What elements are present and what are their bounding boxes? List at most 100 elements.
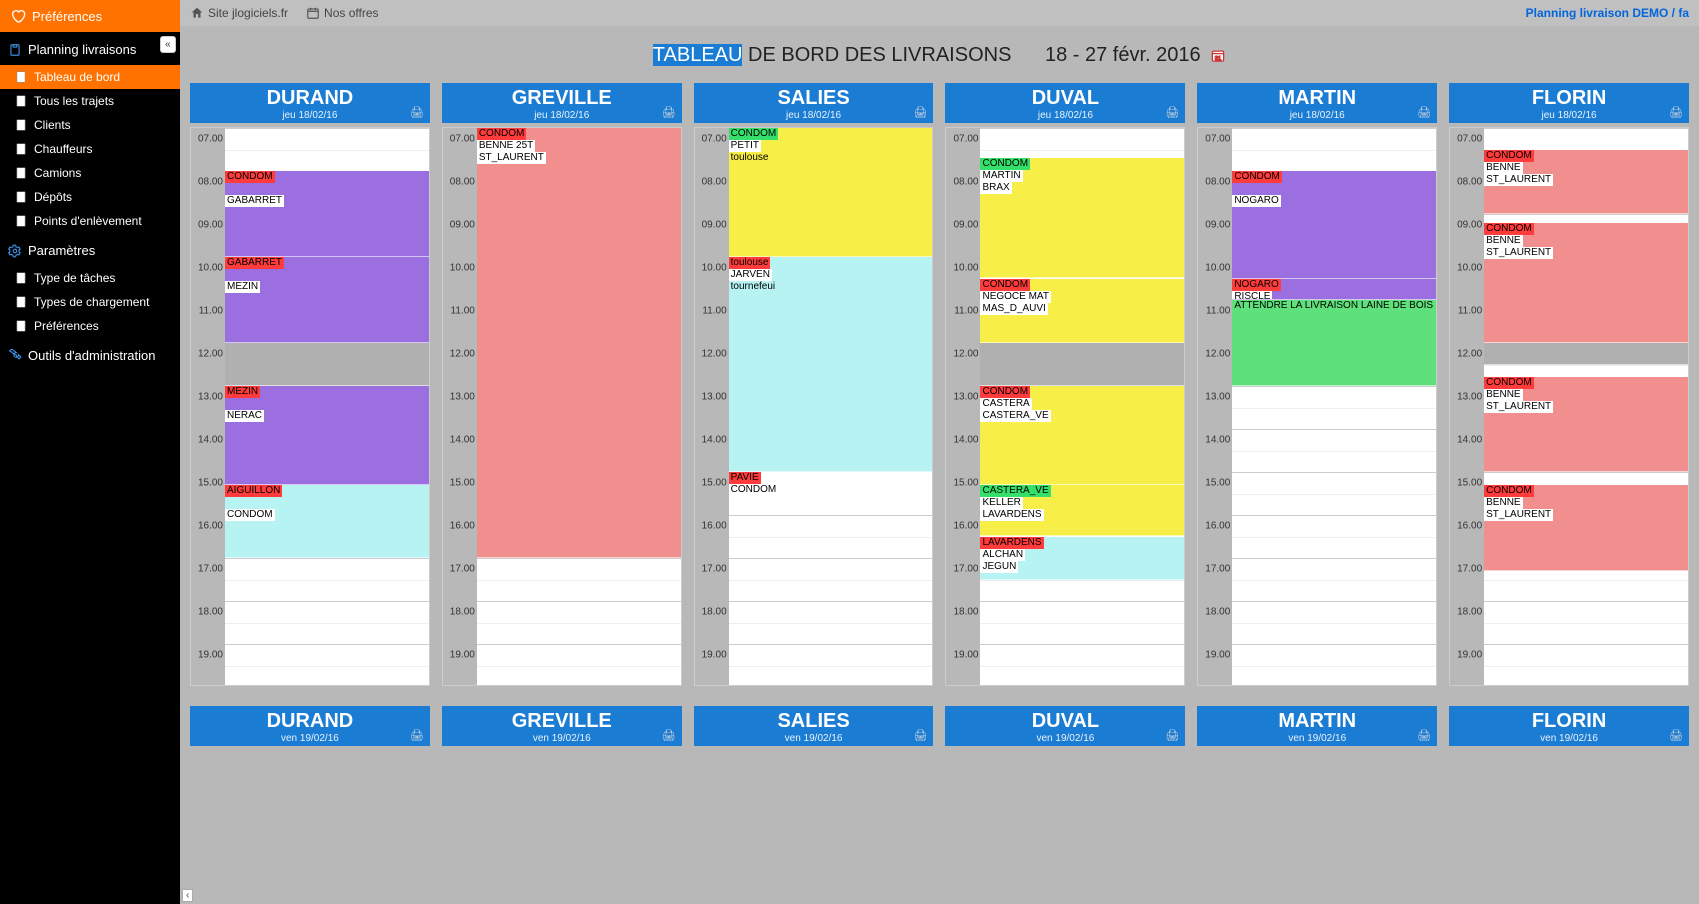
driver-column-header[interactable]: DUVALven 19/02/16🖨 <box>945 706 1185 746</box>
hour-label: 09.00 <box>702 219 727 230</box>
time-column: 07.0008.0009.0010.0011.0012.0013.0014.00… <box>191 128 225 685</box>
topbar-site-link[interactable]: Site jlogiciels.fr <box>190 6 288 20</box>
schedule-grid: 07.0008.0009.0010.0011.0012.0013.0014.00… <box>694 127 934 686</box>
driver-date: ven 19/02/16 <box>945 733 1185 744</box>
schedule-event[interactable]: PAVIECONDOM <box>729 472 933 502</box>
hour-label: 11.00 <box>702 305 726 316</box>
hour-label: 19.00 <box>702 649 727 660</box>
schedule-event[interactable]: CONDOMGABARRET <box>225 171 429 257</box>
hour-label: 08.00 <box>702 176 727 187</box>
sidebar-item[interactable]: Dépôts <box>0 185 180 209</box>
driver-column-header[interactable]: FLORINjeu 18/02/16🖨 <box>1449 83 1689 123</box>
driver-column-header[interactable]: DURANDjeu 18/02/16🖨 <box>190 83 430 123</box>
sidebar-item[interactable]: Types de chargement <box>0 290 180 314</box>
sidebar-item[interactable]: Chauffeurs <box>0 137 180 161</box>
event-line: CONDOM <box>1484 377 1534 389</box>
print-icon[interactable]: 🖨 <box>662 106 676 119</box>
schedule-event[interactable]: ATTENDRE LA LIVRAISON LAINE DE BOIS <box>1232 300 1436 386</box>
driver-column-header[interactable]: GREVILLEven 19/02/16🖨 <box>442 706 682 746</box>
hour-label: 18.00 <box>953 606 978 617</box>
hour-label: 10.00 <box>1205 262 1230 273</box>
event-column: CONDOMMARTINBRAXCONDOMNEGOCE MATMAS_D_AU… <box>980 128 1184 685</box>
driver-column: DURANDjeu 18/02/16🖨 07.0008.0009.0010.001… <box>190 83 430 686</box>
driver-column-header[interactable]: SALIESven 19/02/16🖨 <box>694 706 934 746</box>
schedule-event[interactable]: CONDOMMARTINBRAX <box>980 158 1184 278</box>
event-line: CONDOM <box>729 484 779 496</box>
hour-label: 19.00 <box>1205 649 1230 660</box>
schedule-event[interactable] <box>980 343 1184 386</box>
hour-label: 16.00 <box>953 520 978 531</box>
driver-column-header[interactable]: DUVALjeu 18/02/16🖨 <box>945 83 1185 123</box>
schedule-event[interactable]: CONDOMCASTERACASTERA_VE <box>980 386 1184 485</box>
hour-label: 17.00 <box>1205 563 1230 574</box>
sidebar-item[interactable]: Camions <box>0 161 180 185</box>
schedule-event[interactable] <box>1484 343 1688 365</box>
schedule-event[interactable]: CASTERA_VEKELLERLAVARDENS <box>980 485 1184 537</box>
driver-column-header[interactable]: GREVILLEjeu 18/02/16🖨 <box>442 83 682 123</box>
schedule-event[interactable]: CONDOMBENNE 25TST_LAURENT <box>477 128 681 558</box>
gear-icon <box>8 244 22 258</box>
hour-label: 11.00 <box>451 305 475 316</box>
driver-column: FLORINjeu 18/02/16🖨07.0008.0009.0010.001… <box>1449 83 1689 686</box>
print-icon[interactable]: 🖨 <box>410 729 424 742</box>
print-icon[interactable]: 🖨 <box>1417 729 1431 742</box>
sidebar-item[interactable]: Clients <box>0 113 180 137</box>
driver-column-header[interactable]: DURANDven 19/02/16🖨 <box>190 706 430 746</box>
sidebar-item[interactable]: Points d'enlèvement <box>0 209 180 233</box>
schedule-event[interactable]: toulouseJARVENtournefeui <box>729 257 933 472</box>
sidebar-collapse-handle[interactable]: « <box>160 36 176 53</box>
driver-name: MARTIN <box>1197 87 1437 110</box>
print-icon[interactable]: 🖨 <box>1669 106 1683 119</box>
print-icon[interactable]: 🖨 <box>1165 106 1179 119</box>
schedule-event[interactable]: CONDOMBENNEST_LAURENT <box>1484 377 1688 472</box>
schedule-event[interactable]: CONDOMBENNEST_LAURENT <box>1484 150 1688 215</box>
schedule-event[interactable]: NOGARORISCLE <box>1232 279 1436 301</box>
print-icon[interactable]: 🖨 <box>914 729 928 742</box>
topbar-offers-label: Nos offres <box>324 6 378 20</box>
event-line: CONDOM <box>1484 485 1534 497</box>
hour-label: 08.00 <box>1205 176 1230 187</box>
sidebar-item[interactable]: Type de tâches <box>0 266 180 290</box>
sidebar-header-prefs[interactable]: Préférences <box>0 0 180 32</box>
schedule-event[interactable]: CONDOMPETITtoulouse <box>729 128 933 257</box>
driver-column-header[interactable]: MARTINjeu 18/02/16🖨 <box>1197 83 1437 123</box>
hour-label: 10.00 <box>450 262 475 273</box>
event-line: NOGARO <box>1232 195 1280 207</box>
event-line: NOGARO <box>1232 279 1280 291</box>
hour-label: 14.00 <box>450 434 475 445</box>
sidebar-item[interactable]: Préférences <box>0 314 180 338</box>
driver-column-footer: DUVALven 19/02/16🖨 <box>945 706 1185 750</box>
hour-label: 12.00 <box>953 348 978 359</box>
schedule-event[interactable]: GABARRETMEZIN <box>225 257 429 343</box>
calendar-picker-icon[interactable]: 31 <box>1210 48 1226 63</box>
sidebar-item[interactable]: Tous les trajets <box>0 89 180 113</box>
schedule-event[interactable]: CONDOMNOGARO <box>1232 171 1436 279</box>
sidebar-section-planning[interactable]: Planning livraisons <box>0 32 180 65</box>
scroll-left-handle[interactable]: ‹ <box>182 889 193 902</box>
print-icon[interactable]: 🖨 <box>914 106 928 119</box>
driver-column-header[interactable]: FLORINven 19/02/16🖨 <box>1449 706 1689 746</box>
schedule-event[interactable]: MEZINNERAC <box>225 386 429 485</box>
topbar-offers-link[interactable]: Nos offres <box>306 6 378 20</box>
event-line: ST_LAURENT <box>477 152 546 164</box>
driver-column-header[interactable]: SALIESjeu 18/02/16🖨 <box>694 83 934 123</box>
svg-text:31: 31 <box>1215 56 1221 62</box>
topbar-context-label: Planning livraison DEMO / fa <box>1526 6 1689 20</box>
sidebar: Préférences Planning livraisons Tableau … <box>0 0 180 904</box>
schedule-event[interactable]: LAVARDENSALCHANJEGUN <box>980 537 1184 580</box>
sidebar-section-params[interactable]: Paramètres <box>0 233 180 266</box>
schedule-event[interactable]: CONDOMNEGOCE MATMAS_D_AUVI <box>980 279 1184 344</box>
print-icon[interactable]: 🖨 <box>1165 729 1179 742</box>
driver-column-header[interactable]: MARTINven 19/02/16🖨 <box>1197 706 1437 746</box>
print-icon[interactable]: 🖨 <box>410 106 424 119</box>
print-icon[interactable]: 🖨 <box>1669 729 1683 742</box>
print-icon[interactable]: 🖨 <box>662 729 676 742</box>
board-title-highlight: TABLEAU <box>653 44 743 66</box>
schedule-event[interactable]: AIGUILLONCONDOM <box>225 485 429 558</box>
schedule-event[interactable]: CONDOMBENNEST_LAURENT <box>1484 485 1688 571</box>
sidebar-section-admin[interactable]: Outils d'administration <box>0 338 180 371</box>
schedule-event[interactable]: CONDOMBENNEST_LAURENT <box>1484 223 1688 343</box>
sidebar-item[interactable]: Tableau de bord <box>0 65 180 89</box>
schedule-event[interactable] <box>225 343 429 386</box>
print-icon[interactable]: 🖨 <box>1417 106 1431 119</box>
